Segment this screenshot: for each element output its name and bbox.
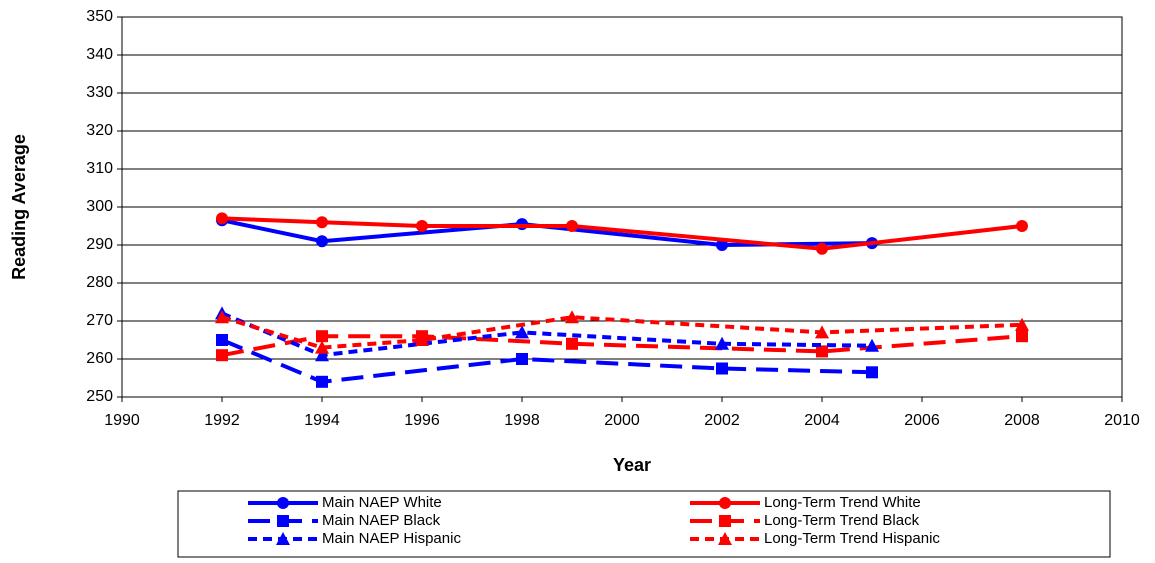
x-tick-label: 1992 xyxy=(204,412,240,429)
marker xyxy=(316,375,328,388)
x-tick-label: 1998 xyxy=(504,412,540,429)
x-tick-label: 1994 xyxy=(304,412,340,429)
marker xyxy=(565,310,579,324)
legend-label: Long-Term Trend White xyxy=(764,494,921,511)
marker xyxy=(415,333,429,346)
legend-label: Long-Term Trend Black xyxy=(764,512,920,529)
x-tick-label: 2004 xyxy=(804,412,840,429)
marker xyxy=(316,235,328,248)
legend-marker xyxy=(718,532,732,545)
marker xyxy=(216,334,228,346)
x-tick-label: 1990 xyxy=(104,412,140,429)
x-tick-label: 2006 xyxy=(904,412,940,429)
marker xyxy=(416,220,428,232)
y-tick-label: 250 xyxy=(86,388,113,405)
marker xyxy=(816,345,828,358)
marker xyxy=(716,239,728,251)
y-tick-label: 270 xyxy=(86,312,113,329)
legend-label: Main NAEP White xyxy=(322,494,442,511)
y-tick-label: 300 xyxy=(86,198,113,215)
marker xyxy=(316,330,328,343)
legend-label: Main NAEP Black xyxy=(322,512,441,529)
y-tick-label: 330 xyxy=(86,84,113,101)
marker xyxy=(866,366,878,379)
legend-label: Long-Term Trend Hispanic xyxy=(764,530,940,547)
marker xyxy=(515,325,529,339)
series-line xyxy=(221,334,1023,358)
marker xyxy=(216,212,228,225)
y-tick-label: 340 xyxy=(86,46,113,63)
marker xyxy=(816,242,828,255)
y-axis-title: Reading Average xyxy=(9,134,29,280)
y-tick-label: 310 xyxy=(86,160,113,177)
series-line xyxy=(221,216,1023,251)
marker xyxy=(815,325,829,339)
marker xyxy=(1016,220,1028,232)
x-tick-label: 2002 xyxy=(704,412,740,429)
legend-marker xyxy=(719,497,731,509)
y-tick-label: 350 xyxy=(86,8,113,25)
x-tick-label: 2000 xyxy=(604,412,640,429)
legend-marker xyxy=(277,515,289,527)
marker xyxy=(516,353,528,365)
y-tick-label: 280 xyxy=(86,274,113,291)
marker xyxy=(566,220,578,232)
marker xyxy=(715,336,729,350)
marker xyxy=(316,216,328,229)
legend-marker xyxy=(719,515,731,527)
legend-box xyxy=(177,490,1111,558)
legend-marker xyxy=(276,532,290,545)
marker xyxy=(865,338,879,352)
series-line xyxy=(221,311,873,358)
marker xyxy=(1015,317,1029,331)
y-tick-label: 260 xyxy=(86,350,113,367)
legend-label: Main NAEP Hispanic xyxy=(322,530,461,547)
x-axis-title: Year xyxy=(613,455,651,475)
legend-marker xyxy=(277,497,289,509)
plot-frame xyxy=(121,16,1123,398)
marker xyxy=(215,310,229,324)
x-tick-label: 2008 xyxy=(1004,412,1040,429)
marker xyxy=(315,348,329,362)
y-tick-label: 290 xyxy=(86,236,113,253)
marker xyxy=(716,362,728,375)
marker xyxy=(1016,330,1028,343)
y-tick-label: 320 xyxy=(86,122,113,139)
marker xyxy=(566,337,578,350)
x-tick-label: 2010 xyxy=(1104,412,1140,429)
series-line xyxy=(221,315,1023,350)
marker xyxy=(315,340,329,354)
marker xyxy=(216,349,228,362)
x-tick-label: 1996 xyxy=(404,412,440,429)
